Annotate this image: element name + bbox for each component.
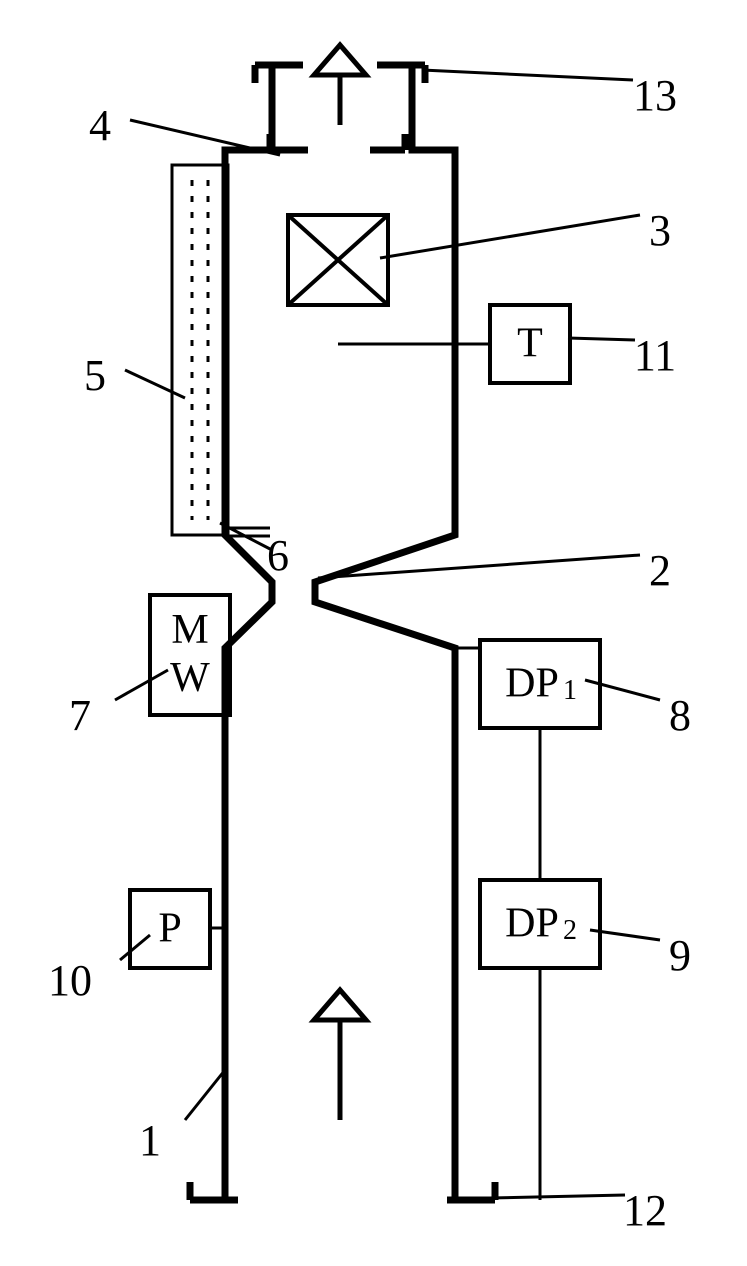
svg-text:9: 9 — [669, 931, 691, 980]
svg-text:4: 4 — [89, 101, 111, 150]
svg-text:13: 13 — [633, 71, 677, 120]
svg-text:1: 1 — [563, 675, 577, 706]
svg-text:11: 11 — [634, 331, 676, 380]
svg-text:2: 2 — [649, 546, 671, 595]
svg-text:2: 2 — [563, 915, 577, 946]
svg-text:8: 8 — [669, 691, 691, 740]
svg-text:7: 7 — [69, 691, 91, 740]
svg-text:1: 1 — [139, 1116, 161, 1165]
svg-text:3: 3 — [649, 206, 671, 255]
svg-text:12: 12 — [623, 1186, 667, 1235]
svg-text:10: 10 — [48, 956, 92, 1005]
svg-text:6: 6 — [267, 531, 289, 580]
svg-text:DP: DP — [505, 901, 559, 947]
svg-text:5: 5 — [84, 351, 106, 400]
svg-text:M: M — [171, 607, 208, 653]
svg-text:W: W — [170, 655, 210, 701]
svg-text:P: P — [158, 906, 181, 952]
svg-text:T: T — [517, 321, 543, 367]
svg-text:DP: DP — [505, 661, 559, 707]
